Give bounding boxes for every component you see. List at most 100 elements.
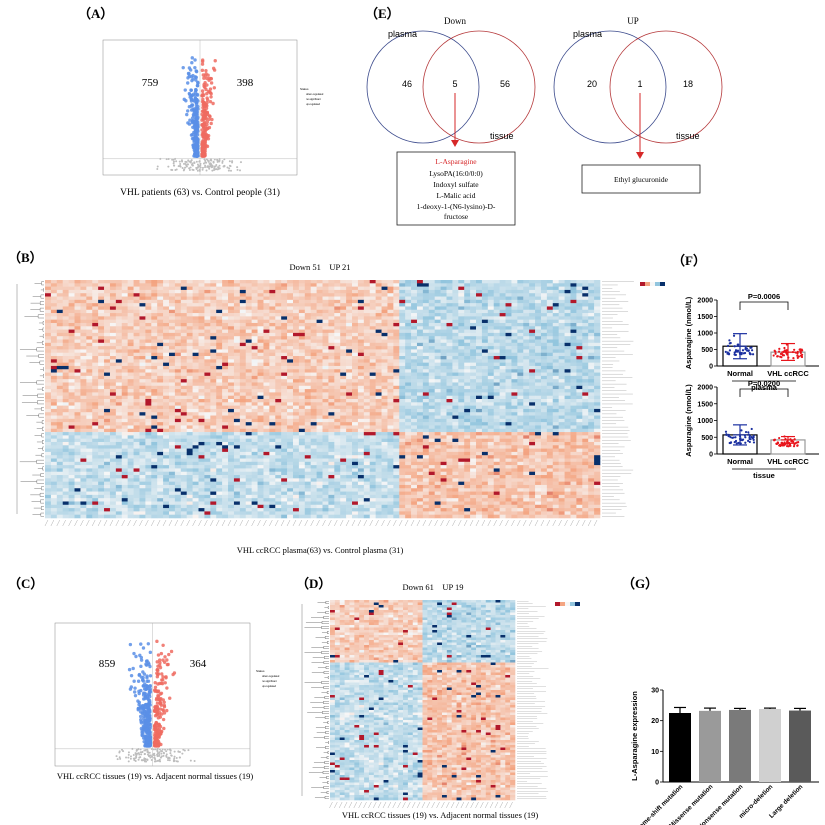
heatmap-cell: [505, 385, 512, 390]
heatmap-cell: [198, 422, 205, 426]
heatmap-cell: [174, 412, 182, 416]
heatmap-cell: [257, 283, 264, 287]
heatmap-cell: [298, 369, 306, 373]
heatmap-cell: [133, 402, 140, 406]
heatmap-cell: [239, 365, 247, 370]
heatmap-cell: [98, 412, 105, 416]
heatmap-cell: [582, 319, 589, 324]
heatmap-cell: [328, 352, 335, 357]
heatmap-cell: [334, 322, 341, 327]
heatmap-cell: [540, 359, 548, 363]
heatmap-cell: [357, 382, 365, 387]
heatmap-cell: [357, 280, 365, 284]
heatmap-cell: [239, 389, 247, 393]
heatmap-cell: [257, 418, 264, 423]
heatmap-cell: [464, 356, 471, 360]
heatmap-cell: [540, 280, 548, 284]
heatmap-cell: [62, 365, 69, 370]
heatmap-cell: [446, 336, 453, 340]
heatmap-cell: [139, 352, 146, 357]
heatmap-cell: [163, 365, 170, 370]
heatmap-cell: [552, 319, 559, 324]
heatmap-cell: [62, 408, 69, 413]
heatmap-cell: [127, 408, 134, 413]
heatmap-cell: [216, 365, 223, 370]
heatmap-cell: [399, 346, 406, 350]
heatmap-cell: [334, 319, 341, 324]
heatmap-cell: [393, 346, 400, 350]
heatmap-cell: [399, 379, 406, 383]
heatmap-cell: [304, 319, 311, 324]
heatmap-cell: [576, 336, 583, 340]
heatmap-cell: [458, 415, 465, 420]
heatmap-cell: [98, 293, 105, 297]
heatmap-cell: [287, 322, 294, 327]
metabolite: 1-deoxy-1-(N6-lysino)-D-: [417, 202, 496, 211]
heatmap-cell: [440, 372, 447, 377]
heatmap-cell: [464, 418, 471, 423]
heatmap-cell: [168, 408, 176, 413]
venn-circle-tissue: [609, 30, 723, 144]
point-nonsignificant: [213, 167, 216, 170]
heatmap-cell: [540, 349, 548, 354]
heatmap-cell: [411, 428, 418, 433]
heatmap-cell: [269, 313, 276, 317]
heatmap-cell: [487, 395, 495, 400]
heatmap-cell: [228, 346, 235, 350]
heatmap-cell: [157, 369, 164, 373]
heatmap-cell: [517, 332, 524, 337]
heatmap-cell: [287, 352, 294, 357]
heatmap-cell: [505, 283, 512, 287]
heatmap-cell: [558, 359, 565, 363]
heatmap-cell: [198, 408, 205, 413]
heatmap-cell: [399, 326, 406, 330]
heatmap-cell: [222, 395, 229, 400]
heatmap-cell: [499, 369, 506, 373]
heatmap-cell: [298, 316, 306, 320]
heatmap-cell: [292, 385, 300, 390]
heatmap-cell: [56, 339, 64, 344]
heatmap-cell: [594, 332, 601, 337]
heatmap-cell: [228, 425, 235, 430]
point-up: [212, 86, 217, 90]
heatmap-cell: [552, 286, 559, 291]
heatmap-cell: [493, 415, 500, 420]
heatmap-cell: [399, 280, 406, 284]
heatmap-cell: [464, 369, 471, 373]
heatmap-cell: [62, 369, 69, 373]
heatmap-cell: [157, 379, 164, 383]
heatmap-cell: [375, 408, 382, 413]
heatmap-cell: [109, 303, 117, 307]
heatmap-cell: [552, 283, 559, 287]
heatmap-cell: [151, 326, 158, 330]
heatmap-cell: [310, 326, 317, 330]
heatmap-cell: [233, 306, 241, 311]
heatmap-cell: [127, 293, 134, 297]
heatmap-cell: [594, 289, 601, 294]
heatmap-cell: [239, 408, 247, 413]
heatmap-cell: [109, 356, 117, 360]
heatmap-cell: [564, 359, 571, 363]
heatmap-cell: [375, 369, 382, 373]
heatmap-cell: [287, 316, 294, 320]
heatmap-cell: [416, 342, 424, 347]
heatmap-cell: [340, 306, 347, 311]
heatmap-cell: [452, 329, 459, 334]
heatmap-cell: [139, 399, 146, 403]
heatmap-cell: [363, 412, 371, 416]
point-down: [185, 112, 189, 117]
heatmap-cell: [45, 422, 52, 426]
heatmap-cell: [523, 299, 530, 304]
heatmap-cell: [387, 418, 394, 423]
heatmap-cell: [499, 296, 506, 301]
heatmap-cell: [86, 346, 93, 350]
heatmap-cell: [192, 326, 199, 330]
heatmap-cell: [304, 293, 311, 297]
heatmap-cell: [363, 395, 371, 400]
heatmap-cell: [570, 326, 577, 330]
heatmap-cell: [558, 303, 565, 307]
heatmap-cell: [535, 415, 542, 420]
heatmap-cell: [275, 299, 282, 304]
heatmap-cell: [56, 392, 64, 396]
heatmap-cell: [570, 405, 577, 410]
